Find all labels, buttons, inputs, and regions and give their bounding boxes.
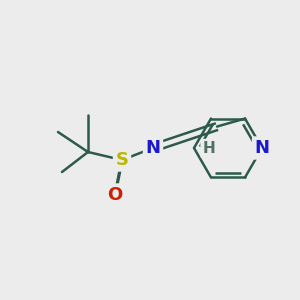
Text: N: N (146, 139, 160, 157)
Text: O: O (107, 186, 123, 204)
Text: N: N (254, 139, 269, 157)
Text: H: H (202, 141, 215, 156)
Text: S: S (116, 151, 128, 169)
